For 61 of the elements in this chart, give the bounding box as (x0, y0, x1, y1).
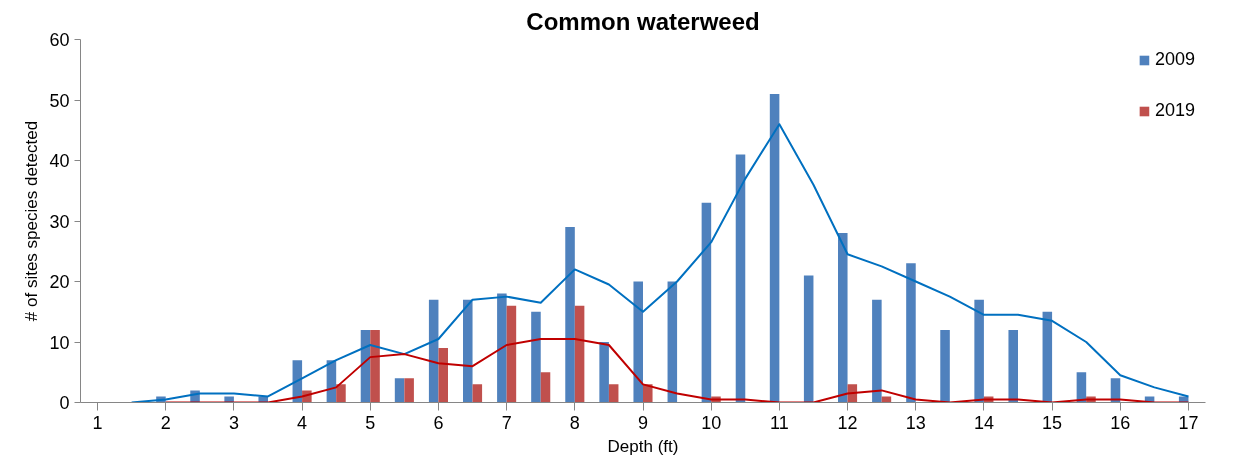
x-tick-label: 6 (433, 412, 444, 433)
y-tick-label: 10 (49, 332, 70, 353)
y-tick-label: 50 (49, 90, 70, 111)
y-tick-label: 60 (49, 30, 70, 50)
bar (735, 154, 746, 403)
bar (438, 348, 448, 403)
bar (974, 299, 984, 403)
y-tick-label: 30 (49, 211, 70, 232)
bar (701, 202, 712, 403)
x-tick-label: 10 (701, 412, 722, 433)
bar (531, 311, 541, 403)
x-tick-label: 5 (365, 412, 376, 433)
bar (1042, 311, 1053, 403)
bar (497, 293, 507, 403)
bar (769, 93, 780, 403)
x-tick-label: 9 (637, 412, 649, 433)
bar (633, 281, 643, 403)
chart-title: Common waterweed (526, 7, 760, 35)
bar (574, 305, 585, 403)
x-tick-label: 7 (501, 412, 512, 433)
y-axis-title: # of sites species detected (22, 120, 42, 322)
bar (472, 384, 483, 403)
x-tick-label: 15 (1042, 412, 1063, 433)
bar (838, 233, 848, 403)
x-tick-label: 8 (569, 412, 580, 433)
bar (336, 384, 346, 403)
bar (1008, 329, 1018, 403)
x-tick-label: 13 (905, 412, 926, 433)
bar (608, 384, 619, 403)
bar (370, 329, 380, 403)
x-tick-label: 1 (92, 412, 103, 433)
bar (565, 227, 575, 403)
x-tick-label: 4 (297, 412, 308, 433)
bar (224, 396, 234, 403)
bar (803, 275, 814, 403)
bar (906, 263, 916, 403)
bar (463, 299, 473, 403)
bar (872, 299, 882, 403)
bar (881, 396, 892, 403)
bar (506, 305, 517, 403)
y-tick-label: 40 (49, 151, 70, 171)
line-series (130, 123, 1190, 403)
bar (599, 342, 609, 403)
bar (428, 299, 439, 403)
x-tick-label: 16 (1110, 412, 1131, 433)
bar (404, 378, 414, 403)
y-tick-label: 0 (59, 393, 70, 413)
x-tick-label: 2 (160, 412, 171, 433)
legend-label: 2019 (1154, 100, 1195, 121)
x-tick-label: 3 (228, 412, 239, 433)
legend-label: 2009 (1154, 49, 1195, 70)
x-tick-label: 14 (973, 412, 994, 433)
bar (940, 329, 950, 403)
bar (540, 372, 551, 403)
x-axis-title: Depth (ft) (607, 436, 679, 456)
x-tick-label: 17 (1178, 412, 1199, 433)
y-tick-label: 20 (49, 272, 70, 292)
x-tick-label: 12 (837, 412, 858, 433)
x-tick-label: 11 (770, 412, 789, 433)
bar (667, 281, 678, 403)
bar (394, 378, 405, 403)
